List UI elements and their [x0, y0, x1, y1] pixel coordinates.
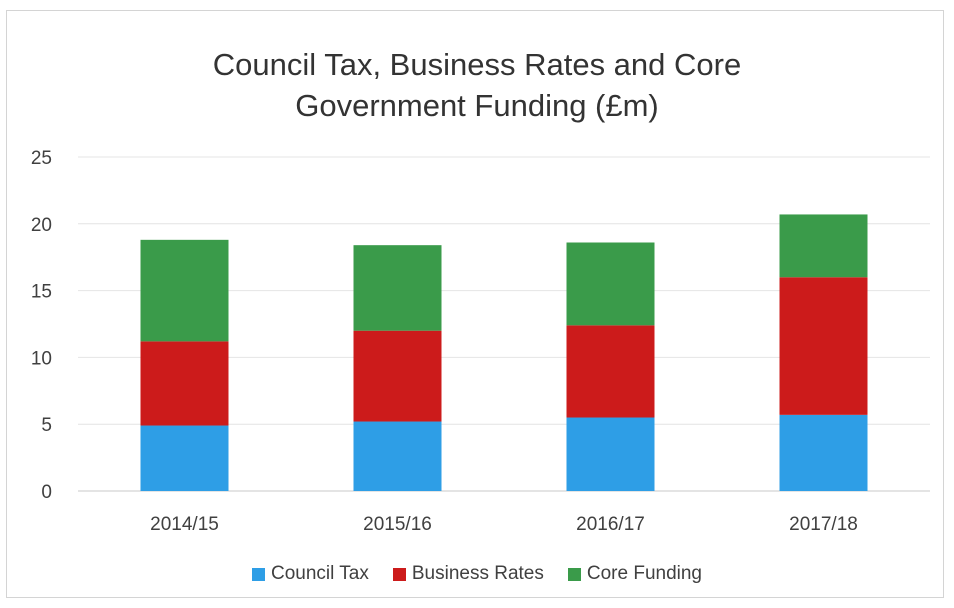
x-tick-label: 2016/17: [576, 514, 645, 535]
bar-segment-core-funding: [779, 214, 868, 278]
bar-segment-business-rates: [779, 277, 868, 415]
y-tick-label: 10: [31, 348, 52, 369]
y-tick-label: 0: [41, 482, 52, 503]
legend-label: Business Rates: [411, 563, 544, 584]
x-tick-label: 2015/16: [363, 514, 432, 535]
legend-swatch: [251, 567, 265, 581]
y-tick-label: 15: [31, 282, 52, 303]
bar-segment-business-rates: [140, 341, 229, 426]
bar-segment-business-rates: [353, 330, 442, 422]
legend-item: Business Rates: [392, 563, 544, 585]
bar-segment-council-tax: [140, 425, 229, 491]
x-tick-label: 2017/18: [789, 514, 858, 535]
chart-title-line-1: Council Tax, Business Rates and Core: [212, 47, 742, 82]
legend-label: Core Funding: [586, 563, 702, 584]
chart-title-line-2: Government Funding (£m): [295, 88, 659, 123]
chart-legend: Council Tax Business Rates Core Funding: [0, 563, 954, 585]
legend-swatch: [392, 567, 406, 581]
bar-segment-core-funding: [566, 242, 655, 326]
bar-segment-council-tax: [353, 421, 442, 491]
legend-item: Council Tax: [251, 563, 369, 585]
y-tick-label: 5: [41, 415, 52, 436]
chart-title: Council Tax, Business Rates and Core Gov…: [0, 44, 954, 126]
legend-item: Core Funding: [567, 563, 702, 585]
bar-segment-business-rates: [566, 325, 655, 418]
legend-swatch: [567, 567, 581, 581]
legend-label: Council Tax: [270, 563, 369, 584]
bar-segment-council-tax: [779, 414, 868, 491]
y-tick-label: 20: [31, 215, 52, 236]
y-tick-label: 25: [31, 148, 52, 169]
bar-segment-council-tax: [566, 417, 655, 491]
bar-segment-core-funding: [140, 239, 229, 342]
x-tick-label: 2014/15: [150, 514, 219, 535]
bar-segment-core-funding: [353, 245, 442, 331]
